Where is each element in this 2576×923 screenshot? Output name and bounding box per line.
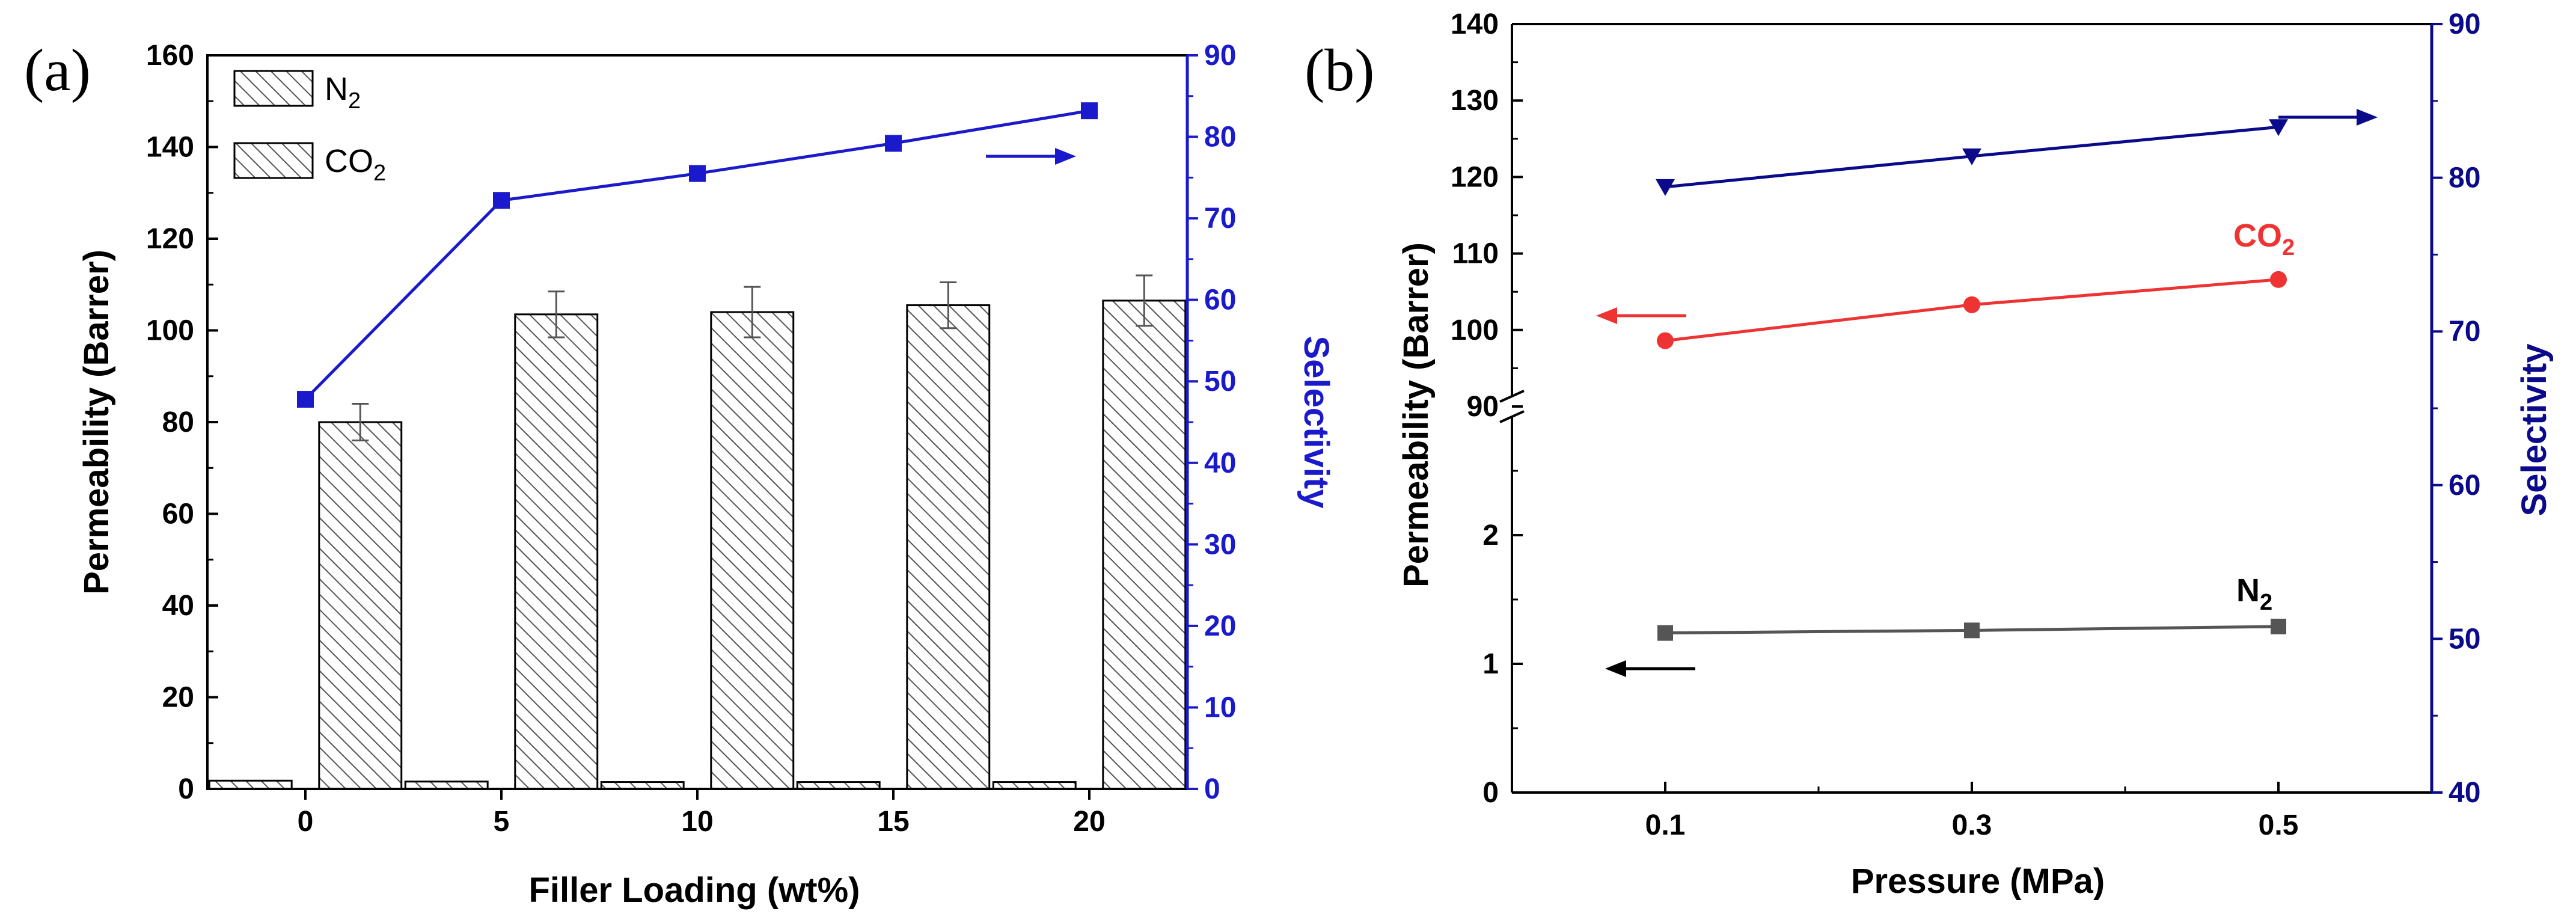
selectivity-point-10 — [689, 165, 706, 182]
bar-co2-5 — [514, 313, 599, 790]
x-tick-label-15: 15 — [877, 806, 909, 838]
right-tick-label-80: 80 — [1204, 121, 1236, 153]
point-co2-0.3 — [1963, 296, 1980, 313]
x-tick-label-0.5: 0.5 — [2259, 809, 2299, 841]
x-tick-label-0: 0 — [298, 806, 314, 838]
point-selectivity-0.3 — [1962, 148, 1981, 165]
right-tick-label-0: 0 — [1204, 773, 1220, 805]
left-tick-label-120: 120 — [146, 223, 194, 255]
x-tick-label-10: 10 — [681, 806, 713, 838]
panel-a-legend: N2 CO2 — [233, 70, 386, 186]
left-tick-label-100: 100 — [1451, 314, 1499, 346]
point-co2-0.5 — [2270, 271, 2287, 288]
point-n2-0.5 — [2271, 618, 2286, 634]
panel-b-left-ticks: 90 100 110 120 130 140 0 1 2 — [1451, 8, 1523, 809]
left-tick-label-120: 120 — [1451, 161, 1499, 193]
panel-a-x-axis-title: Filler Loading (wt%) — [529, 871, 860, 910]
right-tick-label-60: 60 — [2449, 470, 2480, 501]
left-tick-label-100: 100 — [146, 315, 194, 347]
right-tick-label-90: 90 — [2449, 8, 2480, 40]
panel-b-x-ticks: 0.1 0.3 0.5 — [1645, 782, 2299, 841]
left-tick-label-140: 140 — [146, 132, 194, 164]
right-tick-label-40: 40 — [1204, 447, 1236, 479]
panel-b-y2-axis-title: Selectivity — [2515, 344, 2554, 517]
x-tick-label-20: 20 — [1073, 806, 1105, 838]
selectivity-point-15 — [885, 135, 902, 152]
panel-a-y-axis-title: Permeability (Barrer) — [77, 250, 116, 595]
right-tick-label-20: 20 — [1204, 610, 1236, 642]
point-selectivity-0.1 — [1656, 179, 1675, 196]
panel-b-axis-break — [1499, 390, 1525, 423]
panel-a-x-ticks: 0 5 10 15 20 — [298, 789, 1106, 838]
bar-co2-20 — [1102, 299, 1187, 790]
left-tick-label-110: 110 — [1452, 238, 1499, 270]
right-tick-label-80: 80 — [2449, 162, 2480, 194]
right-tick-label-60: 60 — [1204, 284, 1236, 316]
selectivity-point-5 — [493, 192, 510, 209]
bar-n2-0 — [208, 779, 293, 790]
panel-a-label: (a) — [24, 37, 91, 103]
left-tick-label-1: 1 — [1482, 648, 1499, 680]
point-n2-0.1 — [1657, 625, 1673, 641]
x-tick-label-0.1: 0.1 — [1645, 809, 1686, 841]
panel-a-error-bars — [352, 274, 1153, 441]
panel-a-y2-axis-title: Selectivity — [1297, 336, 1336, 509]
legend-swatch-co2 — [233, 142, 314, 179]
panel-b-label: (b) — [1305, 37, 1375, 103]
right-tick-label-10: 10 — [1204, 691, 1236, 723]
panel-b-y-axis-title: Permeability (Barrer) — [1397, 242, 1436, 587]
left-tick-label-80: 80 — [162, 406, 194, 438]
left-tick-label-90: 90 — [1467, 391, 1499, 423]
left-tick-label-60: 60 — [162, 498, 194, 530]
x-tick-label-5: 5 — [494, 806, 510, 838]
left-tick-label-40: 40 — [162, 590, 194, 622]
point-n2-0.3 — [1964, 622, 1980, 639]
left-tick-label-2: 2 — [1482, 520, 1499, 551]
right-tick-label-70: 70 — [2449, 316, 2480, 348]
legend-label-co2: CO2 — [325, 143, 386, 186]
panel-b: (b) 90 100 110 120 130 140 0 1 2 40 50 60 70 80 90 0.… — [1305, 8, 2554, 901]
panel-b-series — [1656, 119, 2288, 641]
legend-swatch-n2 — [233, 70, 314, 107]
left-tick-label-160: 160 — [146, 40, 194, 72]
left-tick-label-20: 20 — [162, 682, 194, 714]
right-tick-label-40: 40 — [2449, 777, 2480, 809]
point-co2-0.1 — [1657, 332, 1674, 349]
right-tick-label-70: 70 — [1204, 203, 1236, 235]
panel-a-right-ticks: 0 10 20 30 40 50 60 70 80 90 — [1187, 40, 1236, 805]
left-tick-label-0: 0 — [1482, 777, 1499, 809]
left-tick-label-0: 0 — [178, 773, 194, 805]
x-tick-label-0.3: 0.3 — [1952, 809, 1992, 841]
bar-co2-15 — [906, 304, 991, 790]
left-tick-label-140: 140 — [1451, 8, 1499, 40]
panel-a-left-ticks: 0 20 40 60 80 100 120 140 160 — [146, 40, 218, 805]
bar-co2-0 — [318, 421, 403, 790]
panel-a-bars — [208, 299, 1187, 790]
panel-a-selectivity-arrow — [986, 148, 1076, 165]
panel-b-selectivity-arrow — [2278, 109, 2378, 126]
bar-co2-10 — [710, 311, 795, 790]
right-tick-label-50: 50 — [2449, 623, 2480, 655]
right-tick-label-30: 30 — [1204, 529, 1236, 560]
right-tick-label-90: 90 — [1204, 40, 1236, 72]
panel-b-co2-arrow — [1596, 307, 1686, 324]
selectivity-point-0 — [297, 391, 314, 408]
point-selectivity-0.5 — [2269, 119, 2288, 136]
left-tick-label-130: 130 — [1451, 85, 1499, 117]
selectivity-point-20 — [1081, 102, 1098, 120]
right-tick-label-50: 50 — [1204, 366, 1236, 397]
panel-b-n2-arrow — [1605, 660, 1695, 677]
panel-b-right-ticks: 40 50 60 70 80 90 — [2432, 8, 2480, 809]
panel-b-x-axis-title: Pressure (MPa) — [1851, 862, 2105, 901]
panel-b-n2-label: N2 — [2236, 572, 2272, 615]
panel-b-co2-label: CO2 — [2233, 218, 2295, 260]
panel-a-selectivity-line — [297, 102, 1098, 408]
legend-label-n2: N2 — [325, 71, 361, 114]
